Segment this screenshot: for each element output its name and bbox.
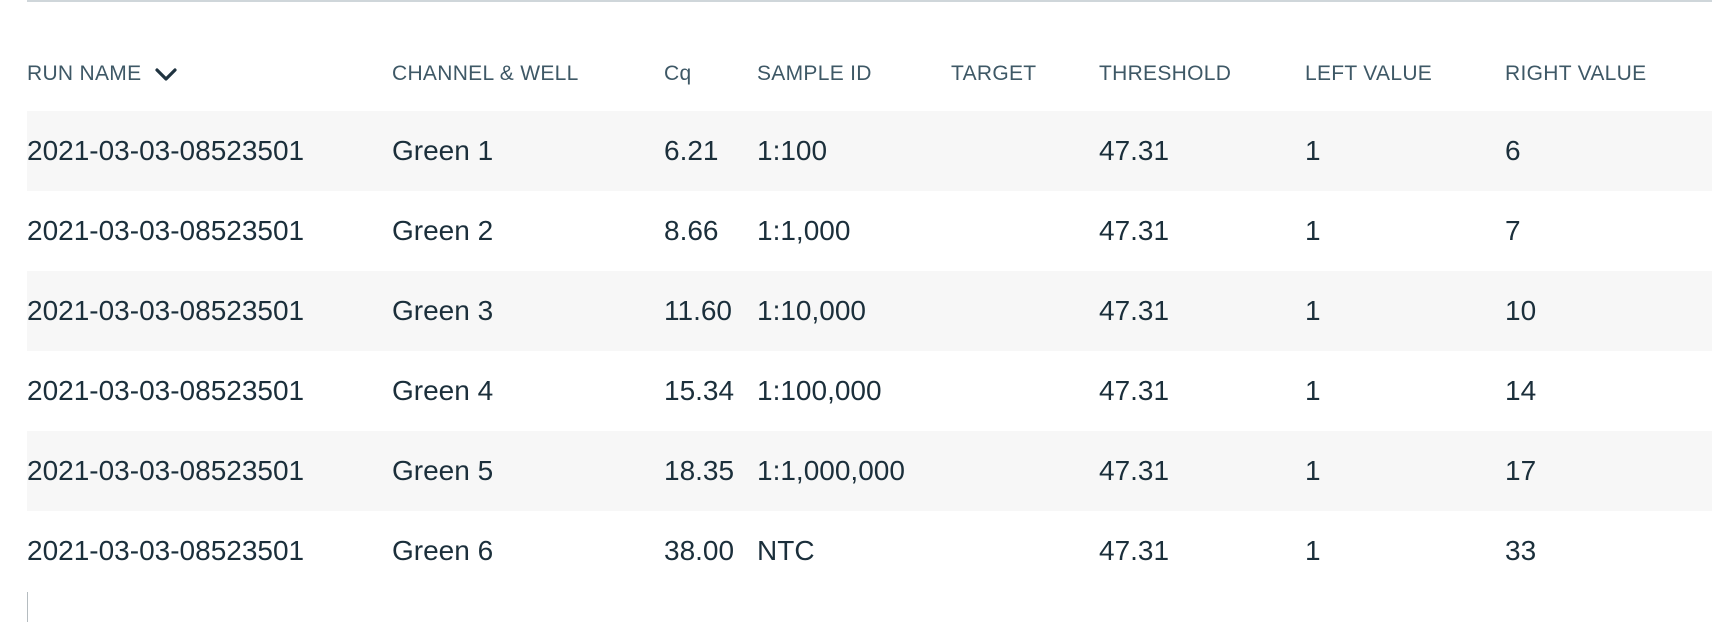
results-table: RUN NAME CHANNEL & WELL Cq SAMPLE ID TAR… xyxy=(27,36,1712,591)
cell-channel-well: Green 5 xyxy=(392,431,664,511)
cell-right-value: 14 xyxy=(1505,351,1712,431)
cell-channel-well: Green 2 xyxy=(392,191,664,271)
cell-right-value: 17 xyxy=(1505,431,1712,511)
cell-right-value: 7 xyxy=(1505,191,1712,271)
table-row[interactable]: 2021-03-03-08523501 Green 6 38.00 NTC 47… xyxy=(27,511,1712,591)
cell-left-value: 1 xyxy=(1305,191,1505,271)
header-channel-well: CHANNEL & WELL xyxy=(392,61,579,85)
header-run-name[interactable]: RUN NAME xyxy=(27,36,392,111)
cell-target xyxy=(951,351,1099,431)
header-right-value: RIGHT VALUE xyxy=(1505,61,1647,85)
table-row[interactable]: 2021-03-03-08523501 Green 4 15.34 1:100,… xyxy=(27,351,1712,431)
table-header-row: RUN NAME CHANNEL & WELL Cq SAMPLE ID TAR… xyxy=(27,36,1712,111)
cell-cq: 38.00 xyxy=(664,511,757,591)
cell-right-value: 6 xyxy=(1505,111,1712,191)
cell-sample-id: 1:1,000 xyxy=(757,191,951,271)
table-row[interactable]: 2021-03-03-08523501 Green 2 8.66 1:1,000… xyxy=(27,191,1712,271)
cell-run-name: 2021-03-03-08523501 xyxy=(27,351,392,431)
header-cq: Cq xyxy=(664,61,692,85)
cell-right-value: 33 xyxy=(1505,511,1712,591)
header-run-name-label: RUN NAME xyxy=(27,61,142,85)
header-threshold: THRESHOLD xyxy=(1099,61,1232,85)
top-divider xyxy=(27,0,1712,2)
chevron-down-icon[interactable] xyxy=(155,65,178,81)
table-row[interactable]: 2021-03-03-08523501 Green 1 6.21 1:100 4… xyxy=(27,111,1712,191)
cell-channel-well: Green 1 xyxy=(392,111,664,191)
cell-run-name: 2021-03-03-08523501 xyxy=(27,271,392,351)
cell-left-value: 1 xyxy=(1305,271,1505,351)
cell-sample-id: NTC xyxy=(757,511,951,591)
cell-cq: 11.60 xyxy=(664,271,757,351)
cell-left-value: 1 xyxy=(1305,431,1505,511)
cell-cq: 6.21 xyxy=(664,111,757,191)
header-target: TARGET xyxy=(951,61,1037,85)
cell-sample-id: 1:100 xyxy=(757,111,951,191)
header-left-value: LEFT VALUE xyxy=(1305,61,1433,85)
cell-channel-well: Green 3 xyxy=(392,271,664,351)
cell-sample-id: 1:1,000,000 xyxy=(757,431,951,511)
cell-run-name: 2021-03-03-08523501 xyxy=(27,431,392,511)
cell-sample-id: 1:100,000 xyxy=(757,351,951,431)
table-row[interactable]: 2021-03-03-08523501 Green 5 18.35 1:1,00… xyxy=(27,431,1712,511)
cell-run-name: 2021-03-03-08523501 xyxy=(27,511,392,591)
cell-left-value: 1 xyxy=(1305,111,1505,191)
cell-threshold: 47.31 xyxy=(1099,271,1305,351)
cell-left-value: 1 xyxy=(1305,351,1505,431)
cell-sample-id: 1:10,000 xyxy=(757,271,951,351)
cell-threshold: 47.31 xyxy=(1099,351,1305,431)
cell-threshold: 47.31 xyxy=(1099,191,1305,271)
cell-target xyxy=(951,111,1099,191)
cell-target xyxy=(951,191,1099,271)
cell-threshold: 47.31 xyxy=(1099,111,1305,191)
cell-target xyxy=(951,431,1099,511)
cell-target xyxy=(951,511,1099,591)
cell-channel-well: Green 6 xyxy=(392,511,664,591)
scroll-edge-indicator xyxy=(27,592,28,622)
cell-run-name: 2021-03-03-08523501 xyxy=(27,191,392,271)
cell-target xyxy=(951,271,1099,351)
cell-threshold: 47.31 xyxy=(1099,431,1305,511)
header-sample-id: SAMPLE ID xyxy=(757,61,872,85)
table-row[interactable]: 2021-03-03-08523501 Green 3 11.60 1:10,0… xyxy=(27,271,1712,351)
cell-cq: 18.35 xyxy=(664,431,757,511)
sort-run-name-button[interactable]: RUN NAME xyxy=(27,61,178,86)
cell-threshold: 47.31 xyxy=(1099,511,1305,591)
cell-cq: 15.34 xyxy=(664,351,757,431)
cell-left-value: 1 xyxy=(1305,511,1505,591)
cell-cq: 8.66 xyxy=(664,191,757,271)
cell-run-name: 2021-03-03-08523501 xyxy=(27,111,392,191)
cell-right-value: 10 xyxy=(1505,271,1712,351)
cell-channel-well: Green 4 xyxy=(392,351,664,431)
